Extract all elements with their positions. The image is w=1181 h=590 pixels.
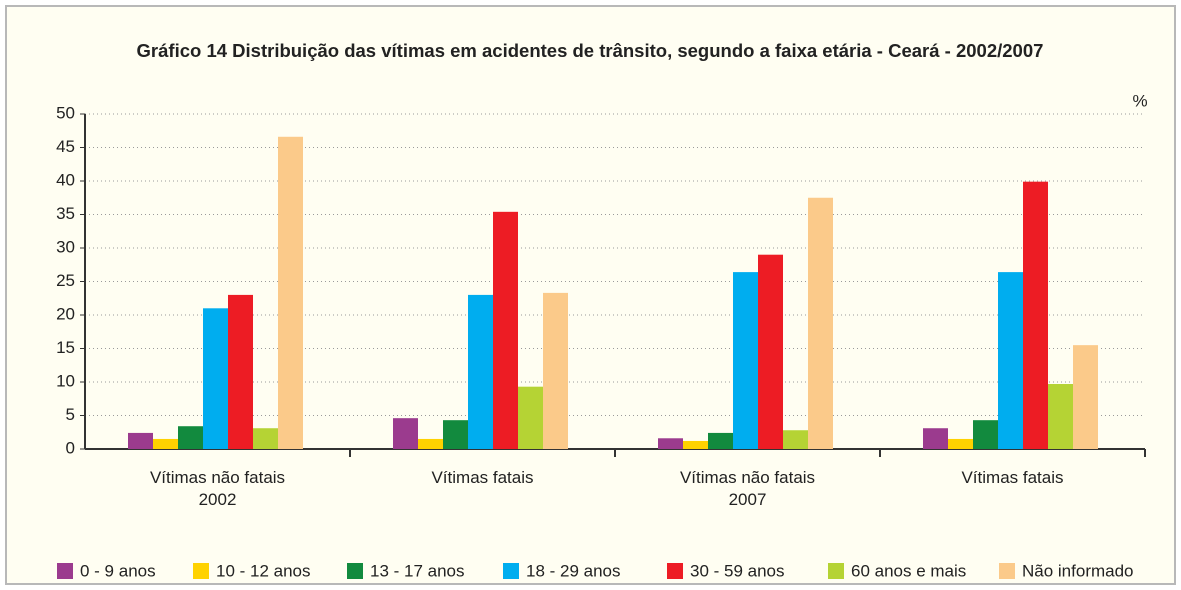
x-tick-label: Vítimas não fatais 2007 bbox=[679, 468, 816, 509]
y-tick-label: 30 bbox=[56, 237, 75, 256]
bar bbox=[973, 420, 998, 449]
legend-label: 18 - 29 anos bbox=[526, 561, 621, 580]
bar bbox=[468, 294, 493, 449]
bar bbox=[683, 440, 708, 449]
y-tick-label: 15 bbox=[56, 338, 75, 357]
bar bbox=[1048, 384, 1073, 449]
legend-label: 0 - 9 anos bbox=[80, 561, 156, 580]
legend-swatch bbox=[347, 563, 363, 579]
legend-label: 13 - 17 anos bbox=[370, 561, 465, 580]
bar bbox=[418, 438, 443, 449]
legend-swatch bbox=[193, 563, 209, 579]
bar bbox=[443, 420, 468, 449]
bar bbox=[1073, 345, 1098, 449]
legend-swatch bbox=[667, 563, 683, 579]
legend-swatch bbox=[57, 563, 73, 579]
bar bbox=[543, 292, 568, 449]
legend-label: 60 anos e mais bbox=[851, 561, 966, 580]
bar bbox=[278, 136, 303, 449]
y-tick-label: 25 bbox=[56, 271, 75, 290]
legend-label: 10 - 12 anos bbox=[216, 561, 311, 580]
bar bbox=[203, 308, 228, 449]
y-tick-label: 20 bbox=[56, 304, 75, 323]
y-tick-label: 10 bbox=[56, 371, 75, 390]
x-tick-label: Vítimas não fatais 2002 bbox=[149, 468, 286, 509]
x-tick-label: Vítimas fatais bbox=[431, 468, 534, 487]
bar bbox=[228, 294, 253, 449]
legend-swatch bbox=[828, 563, 844, 579]
y-tick-label: 0 bbox=[66, 438, 75, 457]
bar bbox=[733, 272, 758, 449]
bar bbox=[178, 426, 203, 449]
y-tick-label: 40 bbox=[56, 170, 75, 189]
legend-label: Não informado bbox=[1022, 561, 1134, 580]
legend-swatch bbox=[999, 563, 1015, 579]
y-tick-label: 45 bbox=[56, 137, 75, 156]
bar bbox=[153, 438, 178, 449]
y-tick-label: 35 bbox=[56, 204, 75, 223]
y-tick-label: 50 bbox=[56, 103, 75, 122]
bar bbox=[758, 254, 783, 449]
bar bbox=[253, 428, 278, 449]
x-tick-label: Vítimas fatais bbox=[961, 468, 1064, 487]
background bbox=[5, 5, 1176, 585]
bar bbox=[783, 430, 808, 449]
bar bbox=[393, 418, 418, 449]
y-tick-label: 5 bbox=[66, 405, 75, 424]
bar bbox=[948, 438, 973, 449]
bar bbox=[923, 428, 948, 449]
bar bbox=[1023, 181, 1048, 450]
bar bbox=[808, 197, 833, 449]
bar bbox=[708, 432, 733, 449]
chart-title: Gráfico 14 Distribuição das vítimas em a… bbox=[137, 40, 1044, 61]
bar bbox=[658, 438, 683, 449]
legend-swatch bbox=[503, 563, 519, 579]
bar bbox=[518, 386, 543, 449]
bar bbox=[493, 211, 518, 449]
bar bbox=[998, 272, 1023, 449]
bar bbox=[128, 432, 153, 449]
legend-label: 30 - 59 anos bbox=[690, 561, 785, 580]
unit-label: % bbox=[1132, 91, 1147, 110]
